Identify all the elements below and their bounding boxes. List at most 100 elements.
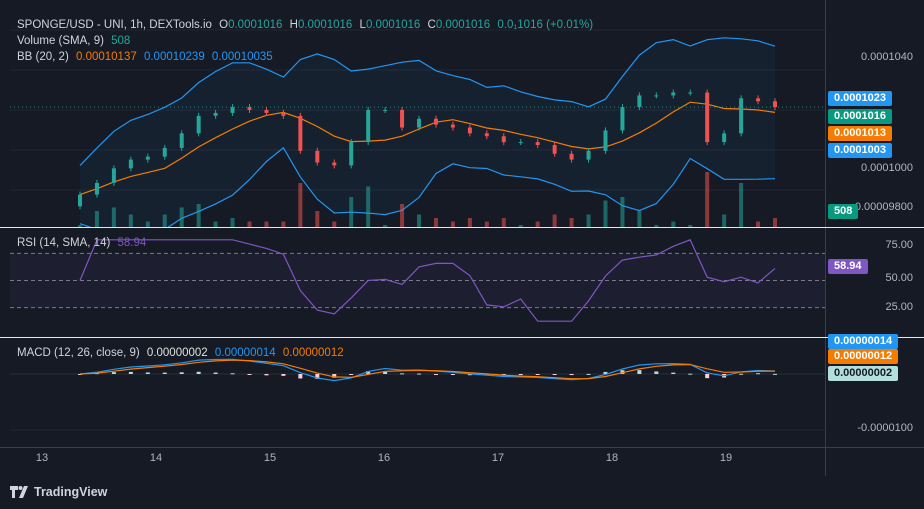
macd-histogram-bar	[332, 374, 337, 378]
panel-separator[interactable]	[0, 337, 924, 338]
macd-axis[interactable]: -0.0000100 0.00000014 0.00000012 0.00000…	[825, 334, 924, 447]
macd-histogram-bar	[671, 372, 676, 374]
candle-body	[484, 133, 489, 137]
volume-bar	[569, 218, 574, 227]
candle-body	[722, 133, 727, 143]
price-plot[interactable]	[10, 0, 825, 228]
volume-bar	[586, 214, 591, 227]
candle-body	[654, 95, 659, 97]
candle-body	[450, 124, 455, 128]
time-label: 13	[35, 452, 49, 464]
candle-body	[264, 110, 269, 113]
volume-bar	[773, 218, 777, 227]
volume-bar	[433, 218, 438, 227]
candle-body	[128, 159, 133, 169]
macd-histogram-bar	[586, 373, 591, 375]
bb-label: BB (20, 2)	[17, 51, 69, 63]
macd-histogram-bar	[637, 370, 642, 374]
close-label: C	[427, 19, 436, 31]
macd-histogram-bar	[162, 372, 167, 374]
macd-line-tag: 0.00000014	[828, 334, 899, 349]
volume-bar	[552, 214, 557, 227]
candle-body	[298, 115, 303, 151]
macd-histogram-bar	[128, 371, 133, 374]
candle-body	[111, 168, 116, 183]
macd-histogram-bar	[111, 372, 116, 374]
rsi-tick: 25.00	[885, 301, 913, 313]
panel-separator[interactable]	[0, 227, 924, 228]
price-axis[interactable]: 0.0001040 0.0001000 0.00009800 0.0001023…	[825, 0, 924, 228]
macd-histogram-bar	[145, 372, 150, 374]
time-label: 16	[377, 452, 391, 464]
low-value: 0.0001016	[365, 19, 421, 31]
rsi-tick: 50.00	[885, 272, 913, 284]
volume-bar	[535, 221, 540, 227]
rsi-legend[interactable]: RSI (14, SMA, 14) 58.94	[17, 235, 150, 251]
volume-bar	[179, 207, 184, 227]
volume-bar	[366, 186, 371, 227]
volume-value: 508	[111, 35, 131, 47]
last-price-tag: 0.0001016	[828, 109, 892, 124]
volume-bar	[298, 183, 303, 227]
macd-histogram-bar	[535, 374, 540, 375]
macd-histogram-bar	[705, 374, 710, 379]
volume-bar	[264, 221, 269, 227]
bb-fill	[80, 37, 775, 228]
candle-body	[603, 130, 608, 151]
macd-histogram-bar	[688, 373, 693, 375]
symbol-title[interactable]: SPONGE/USD - UNI, 1h, DEXTools.io	[17, 19, 212, 31]
rsi-plot[interactable]	[10, 228, 825, 337]
bb-upper-line	[79, 37, 776, 166]
candle-body	[145, 156, 150, 160]
volume-bar	[722, 214, 727, 227]
macd-hist-value: 0.00000002	[146, 347, 208, 359]
volume-bar	[213, 221, 218, 227]
volume-bar	[383, 225, 388, 227]
time-axis[interactable]	[0, 447, 924, 476]
time-label: 14	[149, 452, 163, 464]
volume-bar	[315, 211, 320, 227]
volume-bar	[281, 221, 286, 227]
volume-bar	[603, 200, 608, 227]
time-label: 17	[491, 452, 505, 464]
macd-histogram-bar	[467, 374, 472, 376]
macd-histogram-bar	[230, 373, 235, 375]
volume-bar	[332, 221, 337, 227]
macd-histogram-bar	[366, 371, 371, 374]
macd-value: 0.00000014	[214, 347, 276, 359]
symbol-row: SPONGE/USD - UNI, 1h, DEXTools.io O0.000…	[17, 17, 597, 33]
volume-bar	[145, 221, 150, 227]
candle-body	[433, 118, 438, 125]
volume-row[interactable]: Volume (SMA, 9) 508	[17, 33, 597, 49]
candle-body	[756, 98, 761, 102]
candle-body	[213, 112, 218, 116]
bb-lower-line	[79, 146, 776, 228]
bb-lower-value: 0.00010035	[211, 51, 273, 63]
rsi-value: 58.94	[117, 237, 147, 249]
macd-legend[interactable]: MACD (12, 26, close, 9) 0.00000002 0.000…	[17, 345, 348, 361]
price-chart-svg	[10, 29, 825, 228]
macd-panel: -0.0000100 0.00000014 0.00000012 0.00000…	[0, 334, 924, 447]
volume-bar	[705, 172, 710, 227]
volume-bar	[400, 204, 405, 227]
volume-bar	[756, 221, 761, 227]
macd-plot[interactable]	[10, 338, 825, 447]
candle-body	[281, 112, 286, 116]
rsi-panel: 75.00 50.00 25.00 58.94 RSI (14, SMA, 14…	[0, 228, 924, 337]
candle-body	[94, 182, 99, 195]
rsi-axis[interactable]: 75.00 50.00 25.00 58.94	[825, 228, 924, 337]
basis-tag: 0.0001013	[828, 126, 892, 141]
upper-band-tag: 0.0001023	[828, 91, 892, 106]
volume-bar	[620, 197, 625, 227]
rsi-line	[79, 239, 776, 322]
volume-bar	[196, 204, 201, 227]
time-label: 18	[605, 452, 619, 464]
candle-body	[400, 110, 405, 128]
volume-bar	[162, 214, 167, 227]
candle-body	[688, 92, 693, 94]
tradingview-logo[interactable]: TradingView	[10, 484, 107, 500]
bb-row[interactable]: BB (20, 2) 0.00010137 0.00010239 0.00010…	[17, 49, 597, 65]
low-label: L	[359, 19, 366, 31]
volume-bar	[467, 218, 472, 227]
volume-bar	[247, 221, 252, 227]
